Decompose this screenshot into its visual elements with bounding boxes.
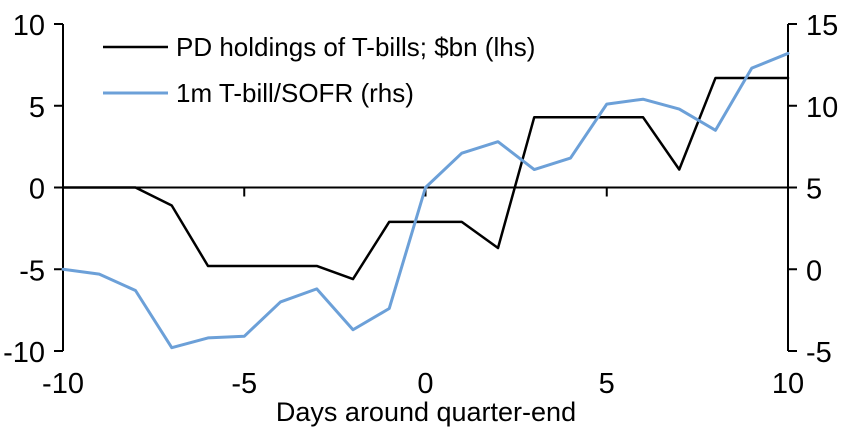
right-axis-tick-label: 0: [806, 255, 822, 287]
x-axis-tick-label: -5: [231, 368, 257, 400]
x-axis-tick-label: -10: [42, 368, 84, 400]
x-axis-tick-label: 10: [772, 368, 804, 400]
left-axis-tick-label: -10: [3, 337, 45, 369]
right-axis-tick-label: 10: [806, 92, 838, 124]
legend-label-pd-holdings: PD holdings of T-bills; $bn (lhs): [176, 32, 535, 62]
left-axis-tick-label: -5: [19, 255, 45, 287]
x-axis-tick-label: 0: [417, 368, 433, 400]
left-axis-tick-label: 5: [29, 92, 45, 124]
tick-labels-layer: 10 5 0 -5 -10 15 10 5 0 -5 -10 -5 0 5 10: [3, 10, 838, 400]
left-axis-tick-label: 10: [13, 10, 45, 42]
legend-label-tbill-sofr: 1m T-bill/SOFR (rhs): [176, 78, 414, 108]
right-axis-tick-label: -5: [806, 337, 832, 369]
left-axis-tick-label: 0: [29, 174, 45, 206]
right-axis-tick-label: 15: [806, 10, 838, 42]
x-axis-tick-label: 5: [599, 368, 615, 400]
series-lines-layer: [61, 51, 790, 350]
right-axis-tick-label: 5: [806, 174, 822, 206]
legend: PD holdings of T-bills; $bn (lhs) 1m T-b…: [103, 32, 535, 108]
x-axis-title: Days around quarter-end: [276, 397, 576, 427]
series-line-1: [61, 51, 790, 350]
series-line-0: [61, 76, 790, 281]
